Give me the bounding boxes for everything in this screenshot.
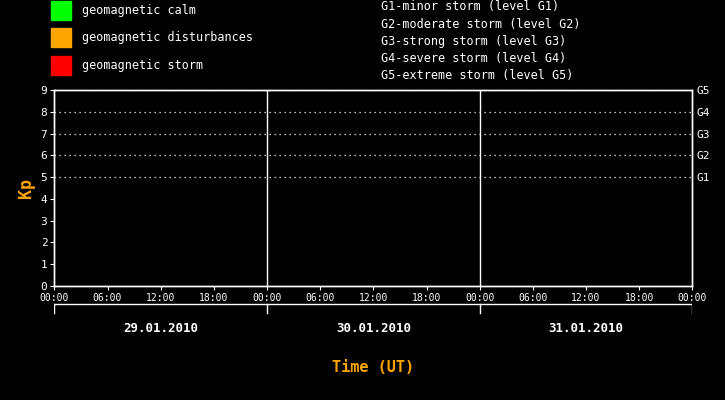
Text: G4-severe storm (level G4): G4-severe storm (level G4) xyxy=(381,52,566,65)
Bar xyxy=(51,28,71,47)
Text: G2-moderate storm (level G2): G2-moderate storm (level G2) xyxy=(381,18,580,30)
Text: geomagnetic disturbances: geomagnetic disturbances xyxy=(82,31,253,44)
Y-axis label: Kp: Kp xyxy=(17,178,35,198)
Text: 30.01.2010: 30.01.2010 xyxy=(336,322,411,335)
Bar xyxy=(51,1,71,20)
Text: geomagnetic calm: geomagnetic calm xyxy=(82,4,196,17)
Text: 31.01.2010: 31.01.2010 xyxy=(549,322,624,335)
Text: geomagnetic storm: geomagnetic storm xyxy=(82,59,203,72)
Text: Time (UT): Time (UT) xyxy=(332,360,415,376)
Text: G1-minor storm (level G1): G1-minor storm (level G1) xyxy=(381,0,559,13)
Text: G5-extreme storm (level G5): G5-extreme storm (level G5) xyxy=(381,69,573,82)
Bar xyxy=(51,56,71,75)
Text: 29.01.2010: 29.01.2010 xyxy=(123,322,198,335)
Text: G3-strong storm (level G3): G3-strong storm (level G3) xyxy=(381,35,566,48)
